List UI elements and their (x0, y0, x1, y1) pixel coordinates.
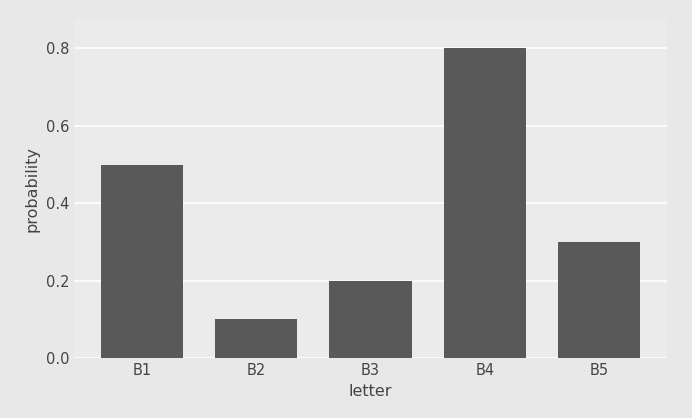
Bar (329, 281, 412, 358)
X-axis label: letter: letter (349, 384, 392, 398)
Bar (101, 165, 183, 358)
Y-axis label: probability: probability (25, 146, 40, 232)
Bar (215, 319, 298, 358)
Bar (444, 48, 526, 358)
Bar (558, 242, 640, 358)
